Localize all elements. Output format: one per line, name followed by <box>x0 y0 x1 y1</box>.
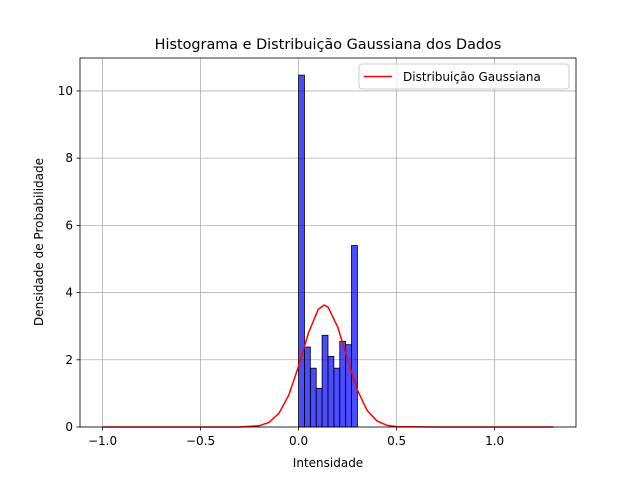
histogram-bar <box>351 245 358 428</box>
histogram-bar <box>304 346 311 428</box>
y-tick-label: 10 <box>58 84 73 98</box>
y-tick-label: 8 <box>65 151 73 165</box>
y-tick-label: 6 <box>65 218 73 232</box>
x-tick-label: −0.5 <box>186 434 215 448</box>
y-tick-label: 2 <box>65 353 73 367</box>
legend-box <box>358 63 570 90</box>
x-tick-label: 0.5 <box>387 434 406 448</box>
x-tick-label: −1.0 <box>88 434 117 448</box>
y-tick-label: 0 <box>65 420 73 434</box>
x-axis-label: Intensidade <box>293 456 363 470</box>
chart-title: Histograma e Distribuição Gaussiana dos … <box>155 37 502 53</box>
y-tick-label: 4 <box>65 286 73 300</box>
histogram-bar <box>327 356 335 428</box>
histogram-bar <box>321 334 329 428</box>
histogram-bar <box>333 367 341 428</box>
axes-frame <box>79 57 577 428</box>
legend-label: Distribuição Gaussiana <box>403 70 541 84</box>
line <box>102 304 554 428</box>
x-tick-label: 1.0 <box>485 434 504 448</box>
histogram-bar <box>315 387 323 428</box>
histogram-bar <box>298 74 305 428</box>
x-tick-label: 0.0 <box>289 434 308 448</box>
histogram-bar <box>309 367 317 428</box>
histogram-bar <box>339 340 347 428</box>
y-axis-label: Densidade de Probabilidade <box>32 158 46 326</box>
